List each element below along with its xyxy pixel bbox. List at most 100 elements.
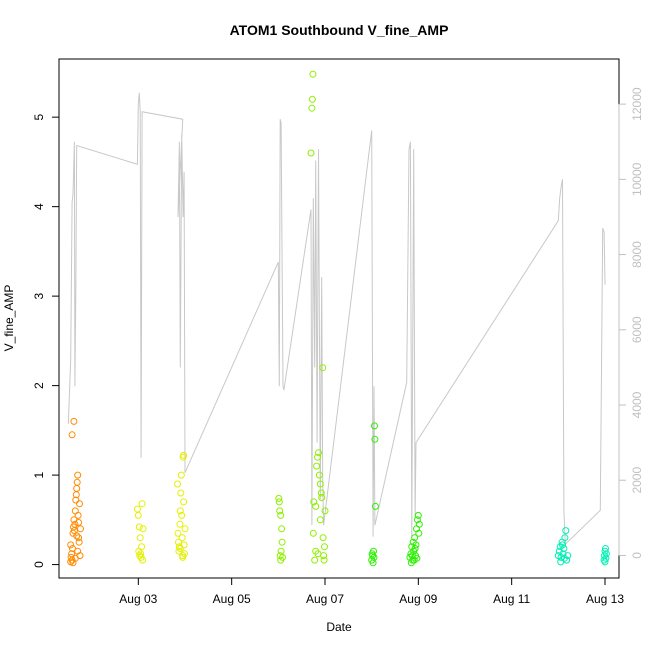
data-point [175,538,182,546]
data-point [135,547,143,555]
x-axis-label: Date [326,620,352,634]
y-tick-label: 0 [32,561,46,568]
y2-tick-label: 0 [630,552,644,559]
data-point [315,471,323,479]
data-point [276,507,284,515]
data-point [74,471,82,479]
data-point [408,552,416,560]
data-point [176,507,184,515]
data-point [307,149,315,157]
data-points-layer [67,70,610,567]
data-point [70,417,78,425]
data-point [310,498,318,506]
data-point [314,550,322,558]
data-point [277,511,285,519]
data-point [556,543,564,551]
data-point [308,104,316,112]
data-point [77,525,84,533]
data-point [313,462,321,470]
secondary-series-layer [67,92,606,546]
data-point [369,559,377,567]
y2-tick-label: 10000 [630,162,644,196]
data-point [279,553,286,561]
data-point [602,550,610,558]
secondary-series-line [67,92,606,546]
data-point [321,507,329,515]
data-point [176,520,184,528]
x-tick-label: Aug 09 [399,592,437,606]
y-tick-label: 4 [32,203,46,210]
data-point [278,525,286,533]
data-point [276,552,284,560]
data-point [75,538,83,546]
y-tick-label: 5 [32,114,46,121]
data-point [72,496,80,504]
data-point [560,545,568,552]
y2-tick-label: 4000 [630,391,644,418]
data-point [176,545,184,552]
plot-frame [58,58,620,579]
data-point [559,541,566,549]
y2-tick-label: 12000 [630,87,644,121]
data-point [67,541,75,549]
data-point [136,534,144,542]
data-point [414,511,422,519]
data-point [181,550,188,558]
data-point [415,520,423,528]
data-point [133,505,141,513]
data-point [68,431,76,439]
y-axis-label: V_fine_AMP [2,285,16,352]
x-axis: Aug 03 Aug 05 Aug 07 Aug 09 Aug 11 Aug 13 [119,577,624,606]
x-tick-label: Aug 03 [119,592,157,606]
data-point [76,500,83,508]
y2-tick-label: 2000 [630,467,644,494]
data-point [562,527,570,535]
y2-tick-label: 6000 [630,316,644,343]
data-point [180,541,188,549]
data-point [602,545,609,552]
data-point [309,529,317,537]
data-point [371,502,379,510]
data-point [135,523,143,531]
data-point [308,95,316,103]
y2-axis: 0 2000 4000 6000 8000 10000 12000 [618,87,644,559]
data-point [318,494,326,501]
data-point [179,553,187,561]
data-point [415,529,423,537]
data-point [177,471,185,479]
data-point [177,489,185,497]
data-point [74,511,82,519]
data-point [311,556,319,564]
data-point [73,485,81,492]
y-tick-label: 2 [32,382,46,389]
data-point [412,541,420,549]
y2-tick-label: 8000 [630,241,644,268]
y-tick-label: 3 [32,292,46,299]
data-point [139,556,146,564]
data-point [371,422,378,430]
data-point [602,554,610,562]
data-point [319,534,327,542]
data-point [315,449,322,457]
data-point [319,364,327,372]
data-point [73,478,81,486]
data-point [75,519,83,526]
data-point [275,498,283,506]
data-point [317,489,325,497]
data-point [316,480,324,488]
data-point [413,516,421,524]
y-axis: 0 1 2 3 4 5 [32,114,60,568]
data-point [410,556,418,564]
data-point [73,532,81,540]
data-point [411,545,419,552]
data-point [178,511,186,519]
data-point [74,547,82,555]
data-point [408,543,416,551]
data-point [314,453,321,461]
x-tick-label: Aug 05 [213,592,251,606]
data-point [71,520,79,528]
data-point [71,554,79,562]
data-point [601,558,609,566]
data-point [278,538,286,546]
